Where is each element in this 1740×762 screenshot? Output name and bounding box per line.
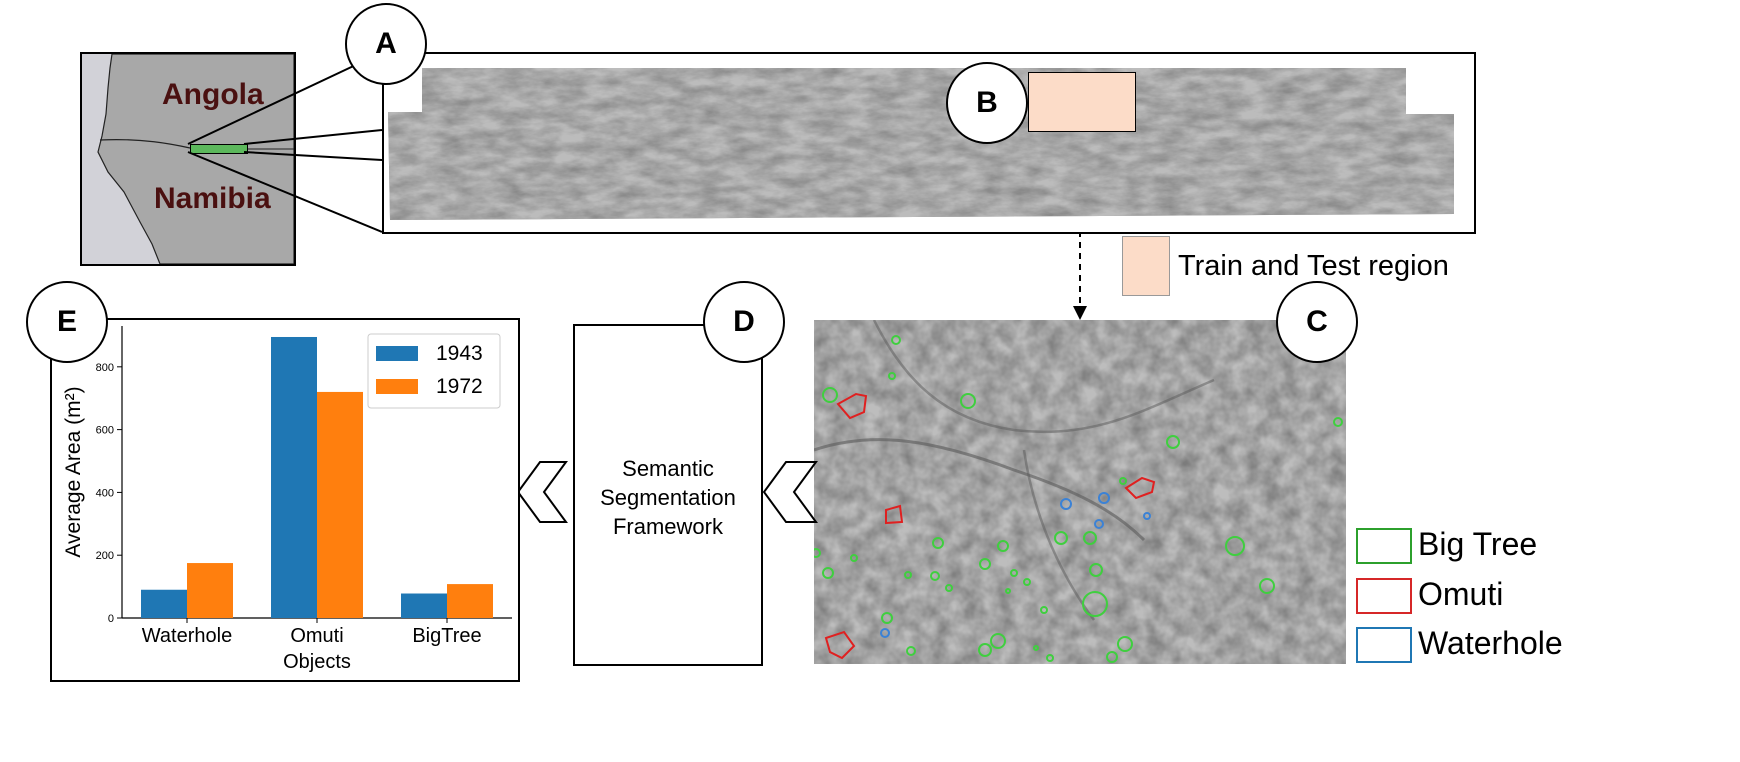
framework-line-2: Segmentation [600, 485, 736, 510]
legend-label-waterhole: Waterhole [1418, 625, 1563, 661]
bar-1943-0 [141, 589, 187, 618]
y-tick-label: 600 [96, 425, 114, 437]
label-e: E [26, 281, 108, 363]
bar-1972-1 [317, 391, 363, 618]
legend-swatch-big-tree [1356, 528, 1412, 564]
label-b: B [946, 62, 1028, 144]
x-tick-label: BigTree [412, 625, 481, 647]
legend-label-big-tree: Big Tree [1418, 526, 1538, 562]
label-a: A [345, 3, 427, 85]
label-c: C [1276, 281, 1358, 363]
y-tick-label: 0 [108, 613, 114, 625]
segmentation-result-panel [814, 320, 1346, 664]
bar-1972-0 [187, 563, 233, 618]
x-tick-label: Objects [283, 651, 351, 673]
chart-legend-label: 1972 [436, 375, 483, 398]
bar-1943-2 [401, 593, 447, 618]
y-tick-label: 200 [96, 550, 114, 562]
chart-legend-label: 1943 [436, 342, 483, 365]
legend-swatch-waterhole [1356, 627, 1412, 663]
chart-legend-swatch [376, 379, 418, 394]
framework-line-3: Framework [612, 514, 723, 539]
aerial-strip-panel [382, 52, 1476, 234]
y-tick-label: 400 [96, 487, 114, 499]
bar-chart: 0 200 400 600 800 Average Area (m²) Waterhole O… [62, 326, 512, 673]
x-tick-label: Omuti [290, 625, 343, 647]
legend-swatch-omuti [1356, 578, 1412, 614]
label-d: D [703, 281, 785, 363]
legend-label-omuti: Omuti [1418, 576, 1504, 612]
framework-line-1: Semantic [622, 456, 714, 481]
framework-box: Semantic Segmentation Framework [573, 324, 763, 666]
y-tick-label: 800 [96, 362, 114, 374]
country-label-namibia: Namibia [154, 182, 271, 215]
chevron-left-icon [516, 461, 568, 523]
chart-legend-swatch [376, 346, 418, 361]
country-label-angola: Angola [162, 78, 264, 111]
bar-1943-1 [271, 336, 317, 618]
region-legend-label: Train and Test region [1178, 250, 1449, 282]
locator-map: Angola Namibia [80, 52, 296, 266]
bar-1972-2 [447, 584, 493, 618]
region-legend-swatch [1122, 236, 1170, 296]
map-geometry [82, 54, 294, 264]
framework-text: Semantic Segmentation Framework [575, 454, 761, 541]
chevron-left-icon [762, 461, 818, 523]
y-axis-label: Average Area (m²) [62, 386, 85, 557]
study-region-marker [190, 144, 248, 154]
aerial-strip-image [388, 68, 1454, 220]
segmentation-image [814, 320, 1346, 664]
train-test-region-box [1028, 72, 1136, 132]
x-tick-label: Waterhole [142, 625, 232, 647]
chart-panel: 0 200 400 600 800 Average Area (m²) Waterhole O… [50, 318, 520, 682]
